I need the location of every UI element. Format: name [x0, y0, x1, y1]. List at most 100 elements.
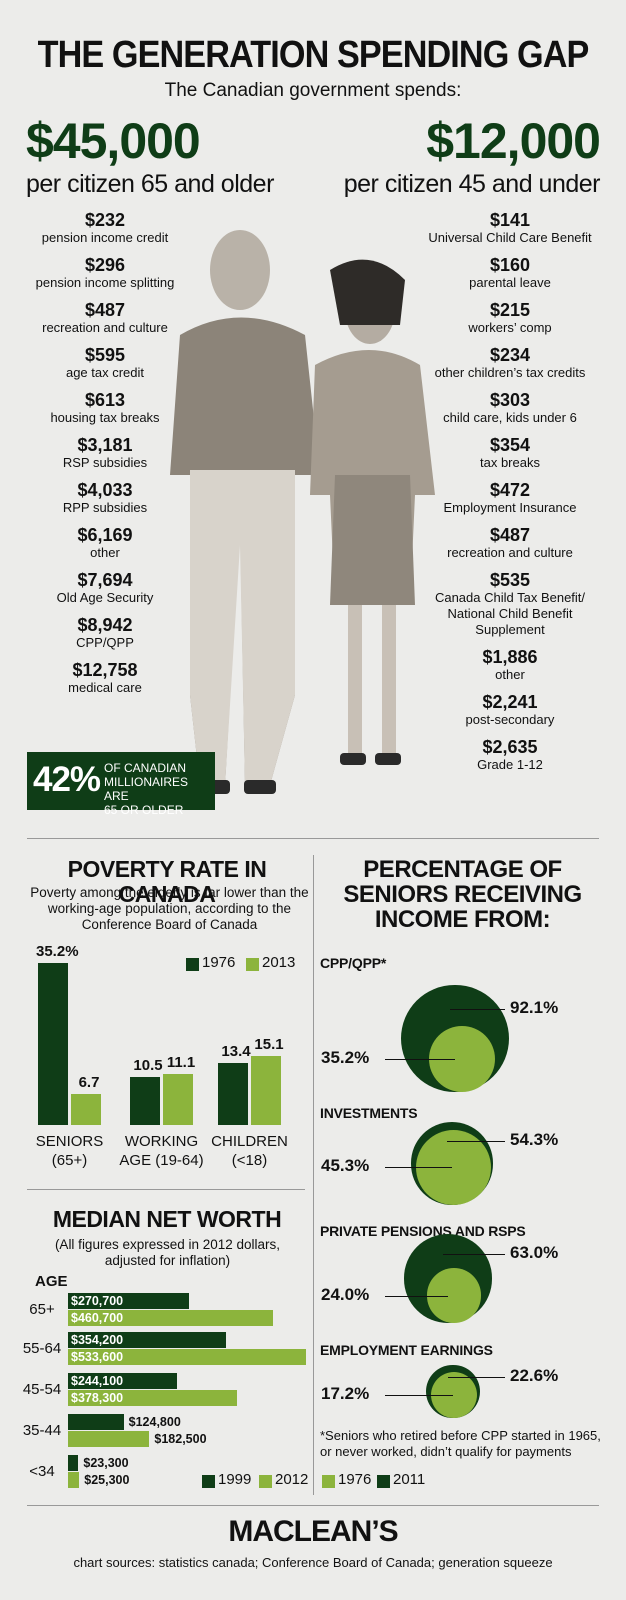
- poverty-chart-subtitle: Poverty among the elderly is far lower t…: [30, 885, 309, 932]
- spending-label: recreation and culture: [447, 545, 573, 560]
- spending-amount: $6,169: [77, 525, 133, 545]
- spending-label: other: [495, 667, 525, 682]
- poverty-bar: [163, 1073, 193, 1125]
- income-category-label: EMPLOYMENT EARNINGS: [320, 1342, 493, 1358]
- networth-bar: [68, 1373, 177, 1389]
- networth-bar: [68, 1293, 189, 1309]
- spending-amount: $160: [489, 255, 531, 275]
- poverty-category-line: AGE (19-64): [119, 1152, 204, 1169]
- leader-line: [448, 1376, 505, 1378]
- spending-item: $6,169 other: [0, 525, 215, 561]
- right-spending-list: $141 Universal Child Care Benefit $160 pare…: [400, 210, 620, 782]
- networth-bar: [68, 1349, 306, 1365]
- spending-item: $160 parental leave: [400, 255, 620, 291]
- spending-amount: $296: [84, 255, 126, 275]
- spending-label: post-secondary: [465, 712, 555, 727]
- left-total-label: per citizen 65 and older: [26, 170, 274, 198]
- poverty-category-line: WORKING: [124, 1133, 199, 1150]
- income-value-1976: 24.0%: [321, 1284, 370, 1304]
- spending-amount: $1,886: [482, 647, 538, 667]
- poverty-value-label: 11.1: [166, 1053, 196, 1071]
- spending-amount: $487: [84, 300, 126, 320]
- income-bubble-2011: [410, 1122, 494, 1205]
- spending-item: $12,758 medical care: [0, 660, 215, 696]
- left-spending-list: $232 pension income credit $296 pension inc…: [0, 210, 215, 705]
- spending-label: Grade 1-12: [477, 757, 543, 772]
- left-total-amount: $45,000: [26, 113, 201, 169]
- income-bubble-2011: [403, 1234, 493, 1323]
- networth-bar: [68, 1431, 150, 1447]
- spending-label: RSP subsidies: [62, 455, 148, 470]
- legend-swatch: [322, 1475, 335, 1488]
- networth-bar: [68, 1414, 124, 1430]
- leader-line: [447, 1141, 505, 1143]
- spending-label: Old Age Security: [56, 590, 154, 605]
- networth-value-label: $533,600: [71, 1350, 124, 1364]
- spending-amount: $2,241: [482, 692, 538, 712]
- legend-label: 1976: [202, 954, 236, 971]
- poverty-value-label: 6.7: [78, 1074, 100, 1092]
- footer-divider: [27, 1505, 599, 1506]
- spending-amount: $2,635: [482, 737, 538, 757]
- poverty-bar: [71, 1094, 101, 1125]
- networth-value-label: $354,200: [71, 1333, 124, 1347]
- networth-chart-title: MEDIAN NET WORTH: [52, 1206, 282, 1232]
- spending-item: $487 recreation and culture: [0, 300, 215, 336]
- spending-label: housing tax breaks: [50, 410, 160, 425]
- spending-label: age tax credit: [65, 365, 145, 380]
- section-divider: [27, 838, 599, 839]
- spending-label: pension income splitting: [35, 275, 175, 290]
- income-bubble-2011: [401, 984, 509, 1092]
- spending-item: $296 pension income splitting: [0, 255, 215, 291]
- left-column-divider: [27, 1189, 305, 1190]
- spending-amount: $8,942: [77, 615, 133, 635]
- spending-amount: $613: [84, 390, 126, 410]
- callout-text: OF CANADIAN MILLIONAIRES ARE 65 OR OLDER: [104, 761, 189, 817]
- spending-item: $8,942 CPP/QPP: [0, 615, 215, 651]
- legend-swatch: [202, 1475, 215, 1488]
- spending-item: $354 tax breaks: [400, 435, 620, 471]
- poverty-category-label: WORKING AGE (19-64): [105, 1132, 218, 1170]
- legend-label: 2012: [275, 1471, 309, 1488]
- networth-bar: [68, 1332, 226, 1348]
- spending-item: $2,635 Grade 1-12: [400, 737, 620, 773]
- spending-amount: $595: [84, 345, 126, 365]
- spending-label: workers’ comp: [468, 320, 552, 335]
- callout-percent: 42%: [33, 760, 101, 799]
- networth-age-label: 55-64: [22, 1340, 62, 1357]
- spending-label: Employment Insurance: [443, 500, 577, 515]
- footer-sources: chart sources: statistics canada; Confer…: [73, 1555, 553, 1570]
- spending-item: $3,181 RSP subsidies: [0, 435, 215, 471]
- spending-item: $487 recreation and culture: [400, 525, 620, 561]
- spending-label: medical care: [68, 680, 142, 695]
- income-category-label: CPP/QPP*: [320, 955, 387, 971]
- poverty-value-label: 15.1: [254, 1035, 284, 1053]
- spending-item: $2,241 post-secondary: [400, 692, 620, 728]
- spending-amount: $303: [489, 390, 531, 410]
- income-bubble-1976: [430, 1371, 478, 1418]
- networth-age-label: <34: [29, 1463, 55, 1480]
- macleans-logo: MACLEAN’S: [228, 1515, 398, 1548]
- poverty-value-label: 10.5: [133, 1056, 163, 1074]
- poverty-bar: [251, 1055, 281, 1125]
- poverty-bar: [130, 1076, 160, 1125]
- spending-amount: $4,033: [77, 480, 133, 500]
- poverty-value-label: 13.4: [221, 1043, 251, 1061]
- spending-amount: $7,694: [77, 570, 133, 590]
- legend-label: 1999: [218, 1471, 252, 1488]
- spending-amount: $234: [489, 345, 531, 365]
- leader-line: [385, 1167, 452, 1169]
- spending-amount: $3,181: [77, 435, 133, 455]
- leader-line: [385, 1394, 453, 1396]
- spending-amount: $215: [489, 300, 531, 320]
- spending-item: $4,033 RPP subsidies: [0, 480, 215, 516]
- right-total-amount: $12,000: [426, 113, 601, 169]
- spending-amount: $535: [489, 570, 531, 590]
- income-category-label: PRIVATE PENSIONS AND RSPS: [320, 1223, 526, 1239]
- spending-label: parental leave: [469, 275, 551, 290]
- spending-item: $215 workers’ comp: [400, 300, 620, 336]
- networth-bar: [68, 1390, 237, 1406]
- poverty-bar: [38, 963, 68, 1125]
- spending-label: other children’s tax credits: [434, 365, 586, 380]
- leader-line: [385, 1295, 448, 1297]
